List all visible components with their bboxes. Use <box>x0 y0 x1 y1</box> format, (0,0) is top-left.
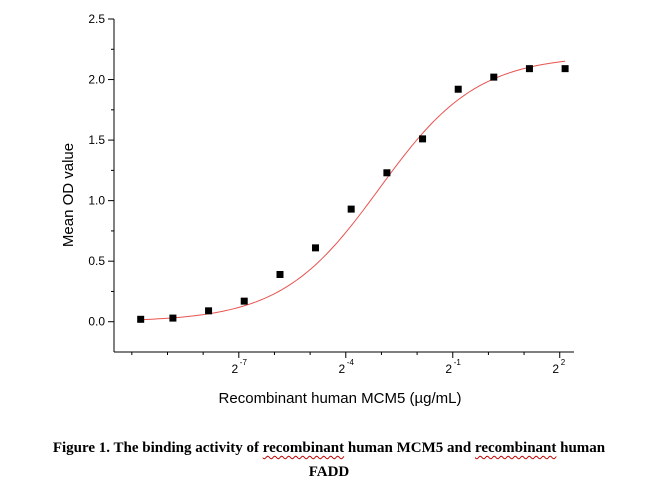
y-tick-label: 1.0 <box>88 194 105 208</box>
caption-word-recombinant-2: recombinant <box>474 440 557 456</box>
data-point <box>347 205 355 213</box>
x-axis-title: Recombinant human MCM5 (µg/mL) <box>219 390 462 407</box>
x-tick-label-exponent: 2 <box>561 358 566 367</box>
data-point <box>137 315 145 323</box>
data-point <box>205 307 213 315</box>
x-tick-label-exponent: -7 <box>240 358 248 367</box>
y-tick-label: 2.5 <box>88 12 105 26</box>
data-point <box>454 85 462 93</box>
caption-word-recombinant-1: recombinant <box>262 440 345 456</box>
figure-caption-line1: Figure 1. The binding activity of recomb… <box>0 438 658 458</box>
x-tick-label: 2 <box>445 362 452 376</box>
x-tick-label-exponent: -1 <box>454 358 462 367</box>
data-point <box>561 65 569 73</box>
x-tick-label: 2 <box>231 362 238 376</box>
y-tick-label: 0.5 <box>88 254 105 268</box>
data-point <box>169 314 177 322</box>
data-point <box>419 135 427 143</box>
data-point <box>240 297 248 305</box>
fit-curve <box>140 60 566 321</box>
y-tick-label: 0.0 <box>88 315 105 329</box>
y-tick-label: 2.0 <box>88 73 105 87</box>
caption-prefix: Figure 1. The binding activity of <box>52 440 263 456</box>
data-point <box>525 65 533 73</box>
data-point <box>276 271 284 279</box>
chart-axes: 0.00.51.01.52.02.52 -7 2 -4 2 -1 2 2 <box>88 12 574 376</box>
data-points <box>137 65 569 323</box>
data-point <box>490 73 498 81</box>
data-point <box>312 244 320 252</box>
x-tick-label-exponent: -4 <box>347 358 355 367</box>
caption-middle: human MCM5 and <box>344 440 475 456</box>
x-tick-label: 2 <box>338 362 345 376</box>
figure-caption-line2: FADD <box>308 464 350 480</box>
data-point <box>383 169 391 177</box>
y-axis-title: Mean OD value <box>60 143 77 247</box>
caption-suffix: human <box>556 440 606 456</box>
x-tick-label: 2 <box>552 362 559 376</box>
y-tick-label: 1.5 <box>88 133 105 147</box>
